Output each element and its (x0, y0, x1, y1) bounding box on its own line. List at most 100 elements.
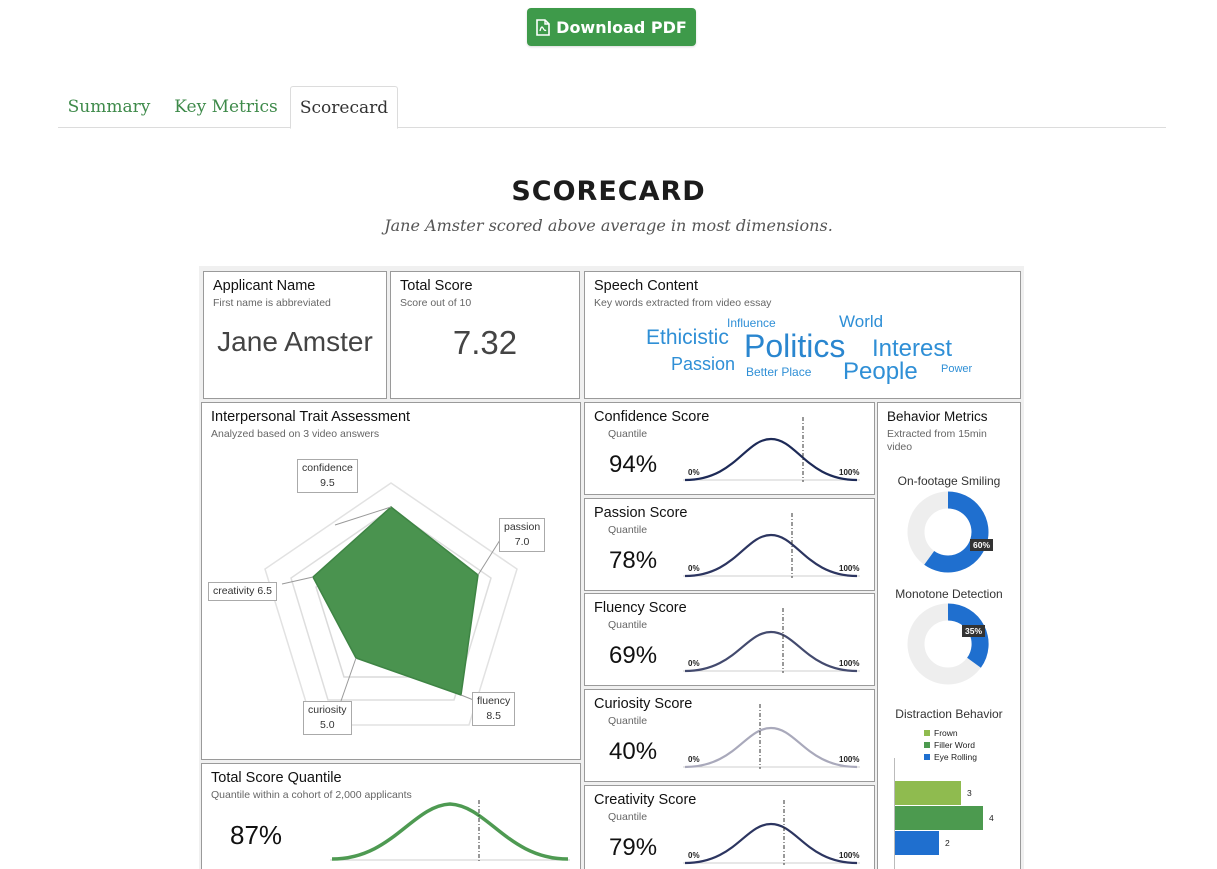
pdf-file-icon (536, 18, 550, 36)
radar-area (312, 506, 479, 697)
distraction-bar (895, 781, 961, 805)
confidence-axis-min: 0% (688, 468, 700, 477)
curiosity-score-title: Curiosity Score (594, 696, 693, 712)
legend-filler-word: Filler Word (924, 740, 975, 750)
keyword: World (839, 312, 884, 331)
fluency-score-value: 69% (609, 642, 658, 669)
creativity-score-curve (683, 800, 860, 865)
radar-label-confidence-value: 9.5 (320, 477, 335, 489)
total-score-card: Total Score Score out of 10 7.32 (390, 271, 580, 399)
total-score-title: Total Score (400, 278, 473, 294)
total-quantile-card: Total Score Quantile Quantile within a c… (201, 763, 581, 869)
trait-assessment-card: Interpersonal Trait Assessment Analyzed … (201, 402, 581, 760)
tab-key-metrics[interactable]: Key Metrics (174, 97, 278, 117)
legend-frown-label: Frown (934, 728, 958, 738)
applicant-name: Jane Amster (217, 326, 373, 357)
radar-label-curiosity: curiosity 5.0 (303, 701, 352, 735)
keyword: Influence (727, 316, 776, 330)
speech-content-title: Speech Content (594, 278, 698, 294)
total-quantile-value: 87% (230, 820, 283, 850)
creativity-axis-max: 100% (839, 851, 860, 860)
behavior-metrics-sub: Extracted from 15min video (887, 428, 987, 453)
total-quantile-title: Total Score Quantile (211, 770, 342, 786)
curiosity-score-curve (683, 704, 860, 769)
radar-chart (264, 482, 518, 726)
fluency-axis-max: 100% (839, 659, 860, 668)
curiosity-axis-max: 100% (839, 755, 860, 764)
monotone-donut (907, 603, 989, 685)
monotone-title: Monotone Detection (895, 587, 1003, 601)
fluency-score-card: Fluency Score Quantile 69% 0% 100% (584, 593, 875, 686)
passion-score-curve (683, 513, 860, 578)
keyword: Interest (872, 335, 953, 362)
keyword: Ethicistic (646, 326, 729, 349)
confidence-score-curve (683, 417, 860, 482)
applicant-card: Applicant Name First name is abbreviated… (203, 271, 387, 399)
distraction-bar-value: 2 (945, 838, 950, 848)
total-score-value: 7.32 (452, 324, 518, 361)
speech-content-card: Speech Content Key words extracted from … (584, 271, 1021, 399)
behavior-metrics-title: Behavior Metrics (887, 409, 988, 424)
passion-axis-min: 0% (688, 564, 700, 573)
total-quantile-sub: Quantile within a cohort of 2,000 applic… (211, 789, 412, 801)
legend-filler-label: Filler Word (934, 740, 975, 750)
confidence-score-card: Confidence Score Quantile 94% 0% 100% (584, 402, 875, 495)
radar-label-passion-name: passion (504, 521, 541, 533)
smiling-title: On-footage Smiling (897, 474, 1001, 488)
confidence-score-title: Confidence Score (594, 409, 710, 425)
creativity-score-title: Creativity Score (594, 792, 697, 808)
radar-label-fluency-name: fluency (477, 695, 511, 707)
legend-filler-swatch (924, 742, 930, 748)
tab-scorecard[interactable]: Scorecard (290, 86, 398, 129)
legend-eye-label: Eye Rolling (934, 752, 977, 762)
download-pdf-label: Download PDF (556, 17, 687, 37)
radar-label-curiosity-name: curiosity (308, 704, 347, 716)
fluency-axis-min: 0% (688, 659, 700, 668)
tab-bar: Summary Key Metrics Scorecard (58, 86, 1166, 129)
distraction-title: Distraction Behavior (895, 707, 1003, 721)
passion-score-value: 78% (609, 547, 658, 574)
fluency-score-curve (683, 608, 860, 673)
keyword: Politics (744, 328, 846, 364)
page-subtitle: Jane Amster scored above average in most… (384, 216, 833, 235)
radar-label-passion-value: 7.0 (514, 536, 530, 548)
creativity-axis-min: 0% (688, 851, 700, 860)
applicant-card-sub: First name is abbreviated (213, 297, 331, 309)
scorecard-board: Applicant Name First name is abbreviated… (199, 266, 1024, 869)
keyword: Power (941, 363, 973, 375)
distraction-bar (895, 806, 983, 830)
radar-label-fluency-value: 8.5 (486, 710, 501, 722)
legend-eye-rolling: Eye Rolling (924, 752, 977, 762)
radar-label-confidence: confidence 9.5 (297, 459, 358, 493)
legend-frown-swatch (924, 730, 930, 736)
page-title: SCORECARD (511, 176, 706, 207)
tab-summary[interactable]: Summary (67, 97, 151, 117)
smiling-donut (907, 491, 989, 573)
legend-frown: Frown (924, 728, 958, 738)
radar-label-curiosity-value: 5.0 (319, 719, 335, 731)
radar-label-confidence-name: confidence (302, 462, 353, 474)
curiosity-score-sub: Quantile (608, 715, 648, 727)
confidence-score-value: 94% (609, 451, 658, 478)
creativity-score-sub: Quantile (608, 811, 648, 823)
keyword: People (843, 358, 918, 385)
trait-assessment-sub: Analyzed based on 3 video answers (211, 428, 380, 440)
curiosity-score-card: Curiosity Score Quantile 40% 0% 100% (584, 689, 875, 782)
distraction-bar-value: 4 (989, 813, 994, 823)
smiling-value: 60% (970, 539, 994, 551)
fluency-score-title: Fluency Score (594, 600, 687, 616)
confidence-score-sub: Quantile (608, 428, 648, 440)
curiosity-axis-min: 0% (688, 755, 700, 764)
total-quantile-curve (330, 800, 570, 862)
total-score-sub: Score out of 10 (400, 297, 472, 309)
radar-label-fluency: fluency 8.5 (472, 692, 516, 726)
legend-eye-swatch (924, 754, 930, 760)
speech-content-sub: Key words extracted from video essay (594, 297, 772, 309)
download-pdf-button[interactable]: Download PDF (527, 8, 696, 46)
keyword: Better Place (746, 365, 812, 379)
passion-score-title: Passion Score (594, 505, 688, 521)
behavior-metrics-card: Behavior Metrics Extracted from 15min vi… (877, 402, 1021, 869)
monotone-value: 35% (962, 625, 986, 637)
curiosity-score-value: 40% (609, 738, 658, 765)
radar-label-creativity: creativity 6.5 (208, 582, 277, 601)
